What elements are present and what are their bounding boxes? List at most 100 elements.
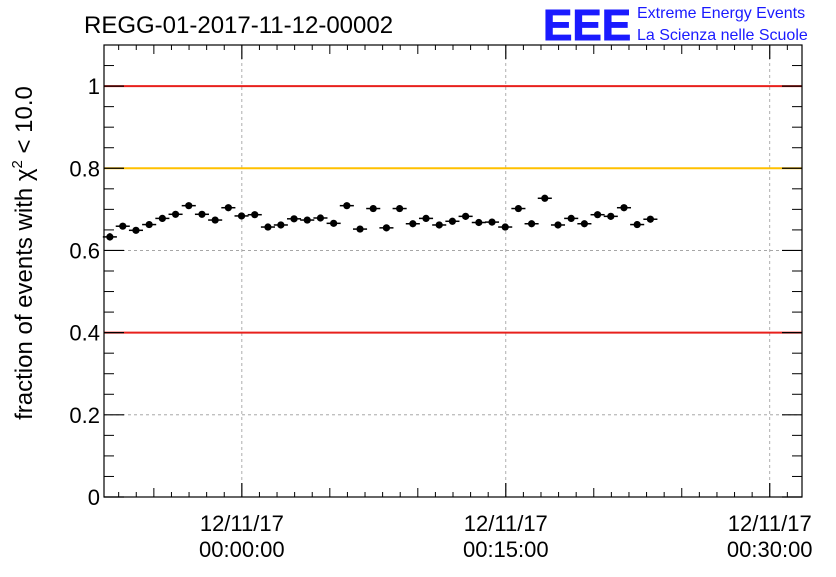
- point-marker: [488, 218, 496, 226]
- point-marker: [106, 233, 114, 241]
- x-tick-label-time: 00:15:00: [463, 537, 549, 562]
- data-point: [524, 220, 539, 228]
- point-marker: [646, 215, 654, 223]
- data-point: [550, 221, 566, 229]
- point-marker: [343, 202, 351, 210]
- chart-title: REGG-01-2017-11-12-00002: [84, 12, 393, 39]
- data-point: [194, 210, 209, 218]
- point-marker: [145, 220, 153, 229]
- data-point: [405, 220, 420, 228]
- data-point: [352, 225, 368, 233]
- point-marker: [409, 220, 417, 228]
- y-tick-label: 0.2: [69, 403, 100, 428]
- data-point: [603, 212, 618, 220]
- data-point: [577, 220, 592, 228]
- data-point: [511, 204, 526, 213]
- data-point: [260, 223, 275, 231]
- axis-ticks: 12/11/1700:00:0012/11/1700:15:0012/11/17…: [69, 45, 813, 562]
- data-point: [498, 223, 513, 231]
- point-marker: [237, 212, 246, 220]
- reference-lines: [104, 85, 802, 334]
- y-tick-label: 1: [88, 74, 100, 99]
- point-marker: [119, 222, 127, 230]
- point-marker: [198, 210, 206, 218]
- y-tick-label: 0.6: [69, 238, 100, 263]
- point-marker: [580, 220, 588, 228]
- point-marker: [251, 211, 259, 219]
- point-marker: [607, 212, 615, 220]
- data-point: [168, 210, 183, 218]
- data-point: [471, 218, 486, 227]
- data-points: [102, 194, 658, 241]
- point-marker: [211, 216, 219, 224]
- data-point: [379, 224, 394, 232]
- point-marker: [620, 204, 628, 212]
- point-marker: [264, 223, 272, 231]
- point-marker: [422, 214, 430, 223]
- point-marker: [185, 202, 193, 210]
- point-marker: [356, 225, 364, 233]
- y-axis-label-suffix: < 10.0: [11, 86, 38, 160]
- point-marker: [224, 204, 232, 212]
- point-marker: [158, 214, 166, 223]
- data-point: [392, 204, 407, 213]
- point-marker: [541, 194, 549, 202]
- point-marker: [316, 214, 325, 222]
- data-point: [537, 194, 552, 202]
- data-point: [181, 202, 196, 210]
- y-axis-label-superscript: 2: [9, 160, 26, 168]
- point-marker: [448, 217, 457, 225]
- data-point: [208, 216, 223, 224]
- data-point: [273, 221, 288, 229]
- x-tick-label-date: 12/11/17: [464, 511, 548, 536]
- point-marker: [435, 221, 443, 229]
- y-tick-label: 0.8: [69, 156, 100, 181]
- point-marker: [514, 204, 523, 213]
- point-marker: [277, 221, 285, 229]
- data-point: [458, 212, 473, 220]
- point-marker: [554, 221, 562, 229]
- data-point: [102, 233, 117, 241]
- y-axis-label-symbol: χ: [11, 168, 38, 181]
- eee-logo-line2: La Scienza nelle Scuole: [637, 27, 808, 44]
- eee-logo: EEE Extreme Energy Events La Scienza nel…: [543, 1, 808, 51]
- x-tick-label-time: 00:30:00: [727, 537, 813, 562]
- data-point: [155, 214, 170, 223]
- point-marker: [633, 220, 641, 229]
- y-tick-label: 0: [88, 485, 100, 510]
- point-marker: [567, 214, 575, 223]
- data-point: [115, 222, 130, 230]
- point-marker: [290, 215, 298, 223]
- data-point: [590, 211, 605, 219]
- data-point: [234, 212, 249, 220]
- eee-logo-line1: Extreme Energy Events: [637, 5, 805, 22]
- y-tick-label: 0.4: [69, 321, 100, 346]
- data-point: [418, 214, 434, 223]
- point-marker: [132, 226, 140, 234]
- point-marker: [369, 204, 377, 213]
- data-point: [300, 216, 315, 224]
- point-marker: [527, 220, 536, 228]
- data-point: [484, 218, 500, 226]
- point-marker: [330, 219, 338, 227]
- point-marker: [501, 223, 509, 231]
- data-point: [643, 215, 658, 223]
- eee-logo-mark: EEE: [543, 1, 631, 50]
- data-point: [128, 226, 144, 234]
- data-point: [445, 217, 460, 225]
- point-marker: [171, 210, 180, 218]
- y-axis-label-prefix: fraction of events with: [11, 181, 38, 420]
- data-point: [616, 204, 632, 212]
- point-marker: [462, 212, 470, 220]
- point-marker: [475, 218, 483, 227]
- point-marker: [593, 211, 602, 219]
- x-tick-label-date: 12/11/17: [728, 511, 812, 536]
- data-point: [339, 202, 354, 210]
- point-marker: [382, 224, 391, 232]
- point-marker: [303, 216, 311, 224]
- data-point: [366, 204, 381, 213]
- data-point: [287, 215, 302, 223]
- point-marker: [396, 204, 404, 213]
